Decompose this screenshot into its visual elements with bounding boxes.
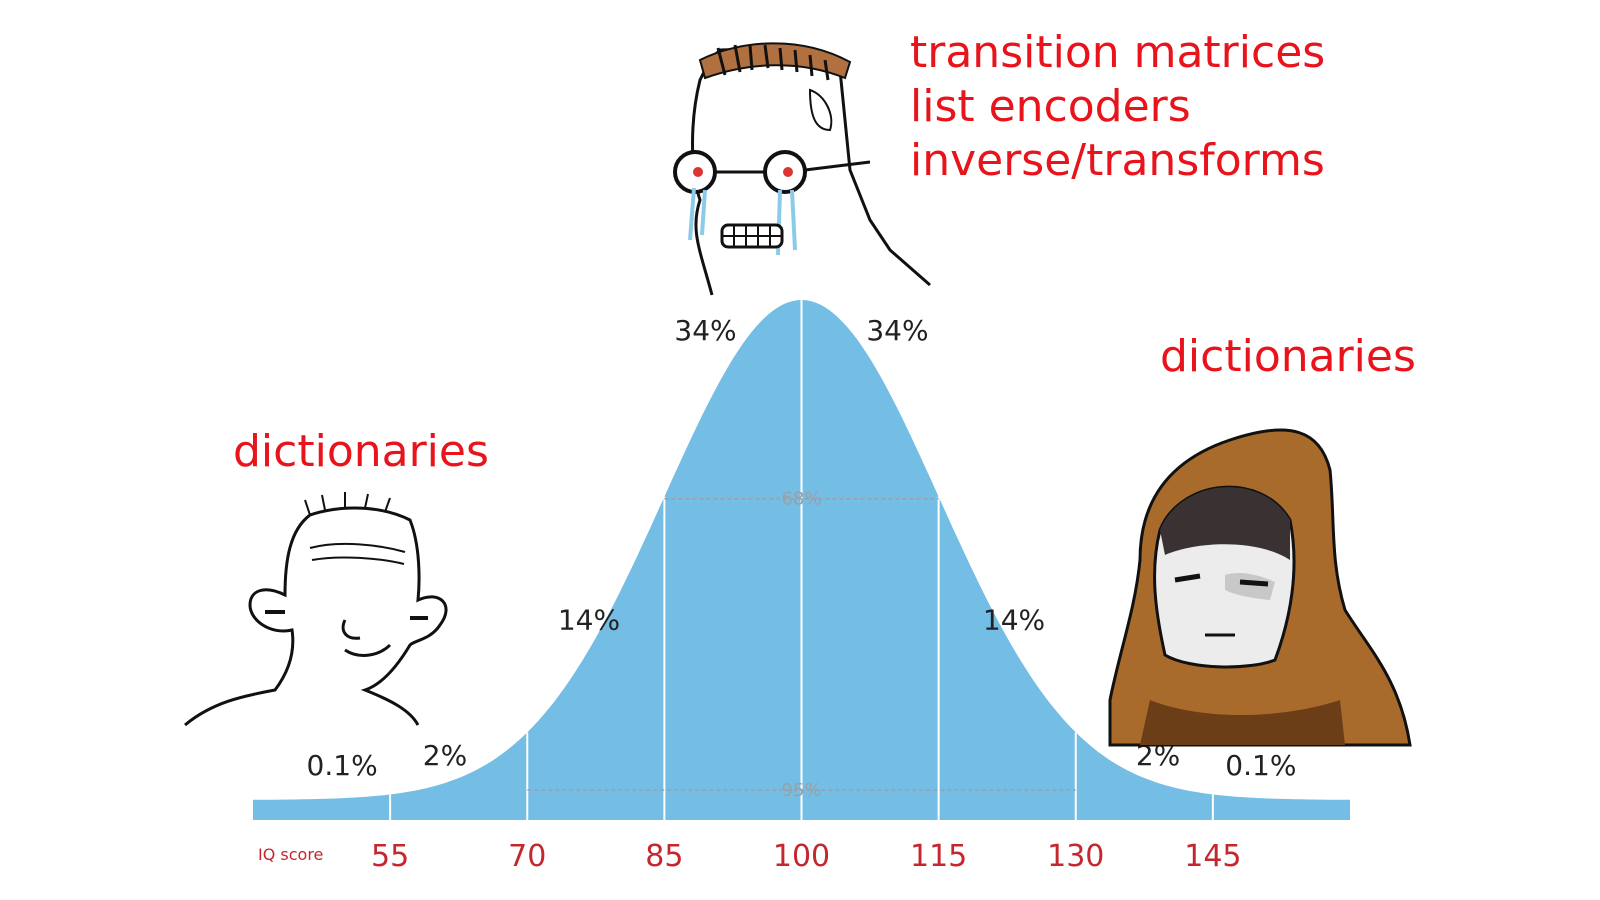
right-caption: dictionaries bbox=[1160, 331, 1416, 382]
band-percent-label: 0.1% bbox=[307, 749, 378, 782]
top-caption-line-1: transition matrices bbox=[910, 27, 1326, 78]
axis-label: IQ score bbox=[258, 845, 323, 864]
tick-label: 100 bbox=[773, 839, 830, 874]
tick-label: 115 bbox=[910, 839, 967, 874]
low-iq-wojak-illustration bbox=[184, 492, 448, 727]
band-percent-label: 14% bbox=[983, 604, 1045, 637]
inner-percent-label: 95% bbox=[781, 780, 821, 801]
band-percent-label: 14% bbox=[558, 604, 620, 637]
band-percent-label: 2% bbox=[423, 739, 467, 772]
band-percent-label: 34% bbox=[674, 314, 736, 347]
tick-label: 55 bbox=[371, 839, 409, 874]
inner-percent-label: 68% bbox=[781, 489, 821, 510]
band-percent-label: 34% bbox=[866, 314, 928, 347]
left-caption: dictionaries bbox=[233, 426, 489, 477]
crying-wojak-illustration bbox=[673, 42, 931, 296]
hooded-wojak-illustration bbox=[1108, 428, 1412, 747]
tick-label: 70 bbox=[508, 839, 546, 874]
top-caption-line-3: inverse/transforms bbox=[910, 135, 1325, 186]
band-percent-label: 0.1% bbox=[1225, 749, 1296, 782]
tick-label: 145 bbox=[1184, 839, 1241, 874]
tick-label: 85 bbox=[645, 839, 683, 874]
tick-label: 130 bbox=[1047, 839, 1104, 874]
top-caption-line-2: list encoders bbox=[910, 81, 1191, 132]
top-caption: transition matrices list encoders invers… bbox=[910, 26, 1325, 188]
